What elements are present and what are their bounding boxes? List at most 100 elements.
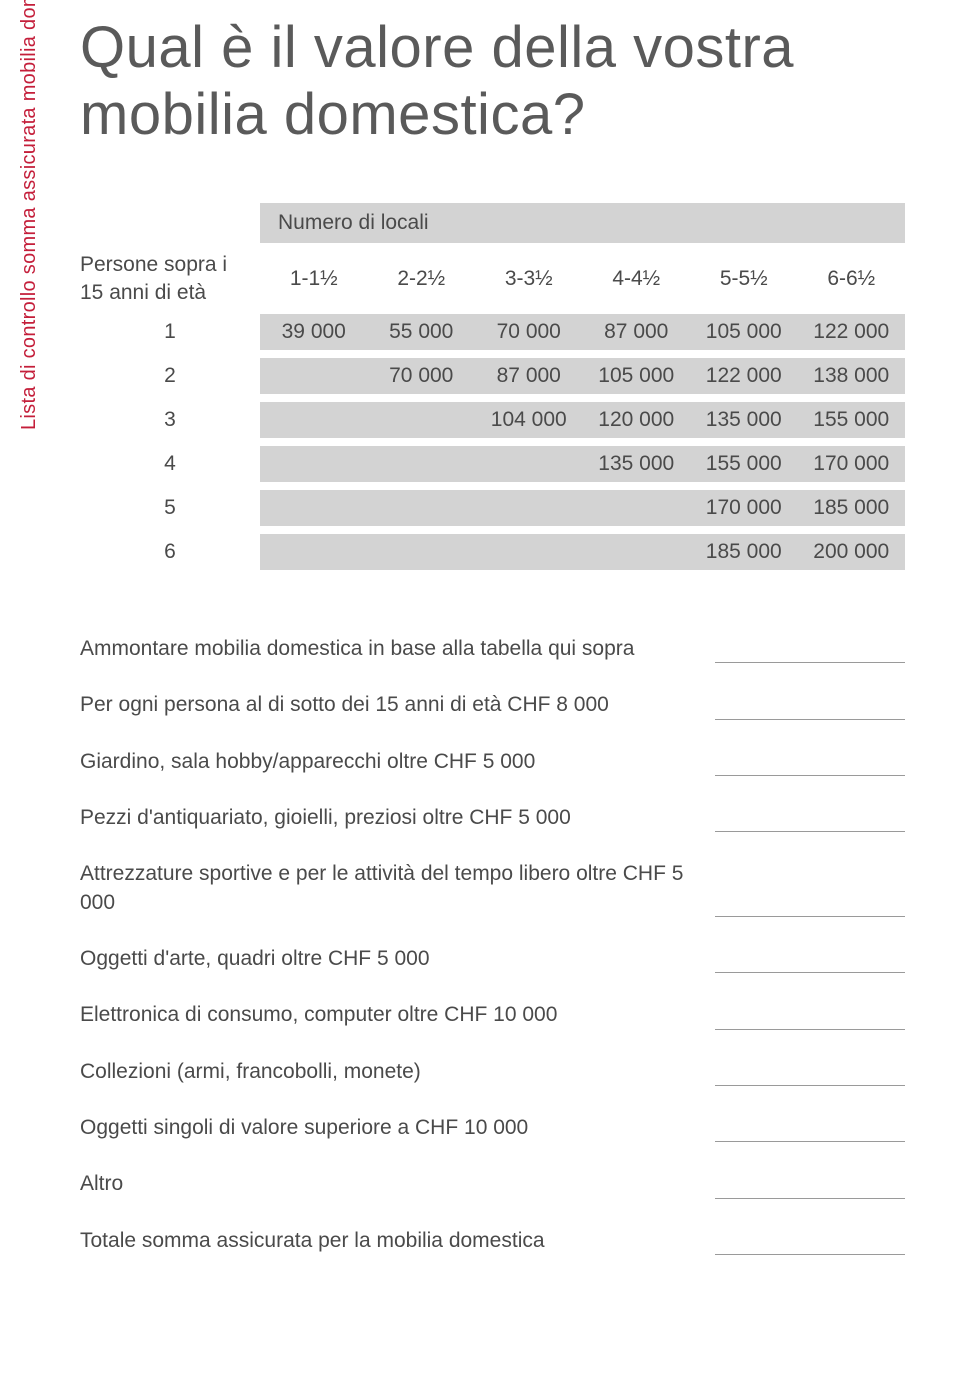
- vertical-section-label: Lista di controllo somma assicurata mobi…: [18, 0, 41, 430]
- table-cell: [475, 490, 583, 526]
- input-line[interactable]: [715, 916, 905, 917]
- checklist-label: Altro: [80, 1170, 715, 1198]
- page-title: Qual è il valore della vostra mobilia do…: [80, 15, 905, 148]
- checklist-label: Attrezzature sportive e per le attività …: [80, 860, 715, 917]
- table-row: 2 70 000 87 000 105 000 122 000 138 000: [80, 358, 905, 394]
- table-cell: 120 000: [583, 402, 691, 438]
- checklist-item: Oggetti d'arte, quadri oltre CHF 5 000: [80, 945, 905, 973]
- col-header: 6-6½: [798, 251, 906, 306]
- row-cells: 39 000 55 000 70 000 87 000 105 000 122 …: [260, 314, 905, 350]
- table-cell: 200 000: [798, 534, 906, 570]
- table-cell: [260, 402, 368, 438]
- value-table: Numero di locali Persone sopra i 15 anni…: [80, 203, 905, 570]
- input-line[interactable]: [715, 972, 905, 973]
- table-cell: [368, 534, 476, 570]
- checklist-label: Ammontare mobilia domestica in base alla…: [80, 635, 715, 663]
- table-cell: 185 000: [798, 490, 906, 526]
- row-cells: 135 000 155 000 170 000: [260, 446, 905, 482]
- checklist-label: Elettronica di consumo, computer oltre C…: [80, 1001, 715, 1029]
- table-cell: 70 000: [368, 358, 476, 394]
- input-line[interactable]: [715, 1085, 905, 1086]
- checklist-item: Totale somma assicurata per la mobilia d…: [80, 1227, 905, 1255]
- table-caption: Numero di locali: [260, 203, 905, 243]
- table-row: 5 170 000 185 000: [80, 490, 905, 526]
- input-line[interactable]: [715, 1198, 905, 1199]
- row-number: 3: [80, 408, 260, 432]
- input-line[interactable]: [715, 719, 905, 720]
- table-cell: [260, 490, 368, 526]
- table-cell: 185 000: [690, 534, 798, 570]
- table-row: 4 135 000 155 000 170 000: [80, 446, 905, 482]
- col-header: 3-3½: [475, 251, 583, 306]
- row-cells: 170 000 185 000: [260, 490, 905, 526]
- table-cell: [583, 534, 691, 570]
- checklist-item: Oggetti singoli di valore superiore a CH…: [80, 1114, 905, 1142]
- checklist-label: Oggetti singoli di valore superiore a CH…: [80, 1114, 715, 1142]
- table-header-row: Persone sopra i 15 anni di età 1-1½ 2-2½…: [80, 251, 905, 306]
- table-cell: [475, 446, 583, 482]
- checklist-item: Pezzi d'antiquariato, gioielli, preziosi…: [80, 804, 905, 832]
- input-line[interactable]: [715, 662, 905, 663]
- table-cell: [260, 446, 368, 482]
- checklist-label: Pezzi d'antiquariato, gioielli, preziosi…: [80, 804, 715, 832]
- row-number: 5: [80, 496, 260, 520]
- table-cell: [368, 446, 476, 482]
- table-cell: [368, 402, 476, 438]
- table-cell: 105 000: [690, 314, 798, 350]
- input-line[interactable]: [715, 1029, 905, 1030]
- table-cell: 155 000: [798, 402, 906, 438]
- column-headers: 1-1½ 2-2½ 3-3½ 4-4½ 5-5½ 6-6½: [260, 251, 905, 306]
- checklist-item: Elettronica di consumo, computer oltre C…: [80, 1001, 905, 1029]
- table-cell: [260, 358, 368, 394]
- checklist-label: Totale somma assicurata per la mobilia d…: [80, 1227, 715, 1255]
- checklist-label: Collezioni (armi, francobolli, monete): [80, 1058, 715, 1086]
- table-cell: 55 000: [368, 314, 476, 350]
- table-cell: 87 000: [475, 358, 583, 394]
- checklist-item: Per ogni persona al di sotto dei 15 anni…: [80, 691, 905, 719]
- col-header: 1-1½: [260, 251, 368, 306]
- col-header: 2-2½: [368, 251, 476, 306]
- checklist-label: Giardino, sala hobby/apparecchi oltre CH…: [80, 748, 715, 776]
- table-cell: 170 000: [690, 490, 798, 526]
- input-line[interactable]: [715, 1141, 905, 1142]
- checklist-label: Per ogni persona al di sotto dei 15 anni…: [80, 691, 715, 719]
- checklist-label: Oggetti d'arte, quadri oltre CHF 5 000: [80, 945, 715, 973]
- row-header-label: Persone sopra i 15 anni di età: [80, 251, 260, 306]
- table-cell: 138 000: [798, 358, 906, 394]
- checklist: Ammontare mobilia domestica in base alla…: [80, 635, 905, 1255]
- table-row: 1 39 000 55 000 70 000 87 000 105 000 12…: [80, 314, 905, 350]
- checklist-item: Giardino, sala hobby/apparecchi oltre CH…: [80, 748, 905, 776]
- table-row: 6 185 000 200 000: [80, 534, 905, 570]
- table-cell: [368, 490, 476, 526]
- input-line[interactable]: [715, 831, 905, 832]
- checklist-item: Ammontare mobilia domestica in base alla…: [80, 635, 905, 663]
- table-cell: 39 000: [260, 314, 368, 350]
- col-header: 4-4½: [583, 251, 691, 306]
- table-cell: 122 000: [798, 314, 906, 350]
- col-header: 5-5½: [690, 251, 798, 306]
- table-cell: 135 000: [690, 402, 798, 438]
- checklist-item: Altro: [80, 1170, 905, 1198]
- row-cells: 185 000 200 000: [260, 534, 905, 570]
- table-caption-row: Numero di locali: [80, 203, 905, 243]
- table-cell: 122 000: [690, 358, 798, 394]
- table-row: 3 104 000 120 000 135 000 155 000: [80, 402, 905, 438]
- table-cell: [583, 490, 691, 526]
- input-line[interactable]: [715, 775, 905, 776]
- table-cell: 104 000: [475, 402, 583, 438]
- table-cell: [260, 534, 368, 570]
- table-cell: 105 000: [583, 358, 691, 394]
- table-cell: [475, 534, 583, 570]
- row-number: 1: [80, 320, 260, 344]
- table-cell: 155 000: [690, 446, 798, 482]
- table-cell: 87 000: [583, 314, 691, 350]
- row-cells: 70 000 87 000 105 000 122 000 138 000: [260, 358, 905, 394]
- checklist-item: Collezioni (armi, francobolli, monete): [80, 1058, 905, 1086]
- input-line[interactable]: [715, 1254, 905, 1255]
- checklist-item: Attrezzature sportive e per le attività …: [80, 860, 905, 917]
- table-cell: 135 000: [583, 446, 691, 482]
- table-cell: 70 000: [475, 314, 583, 350]
- row-number: 4: [80, 452, 260, 476]
- table-cell: 170 000: [798, 446, 906, 482]
- row-cells: 104 000 120 000 135 000 155 000: [260, 402, 905, 438]
